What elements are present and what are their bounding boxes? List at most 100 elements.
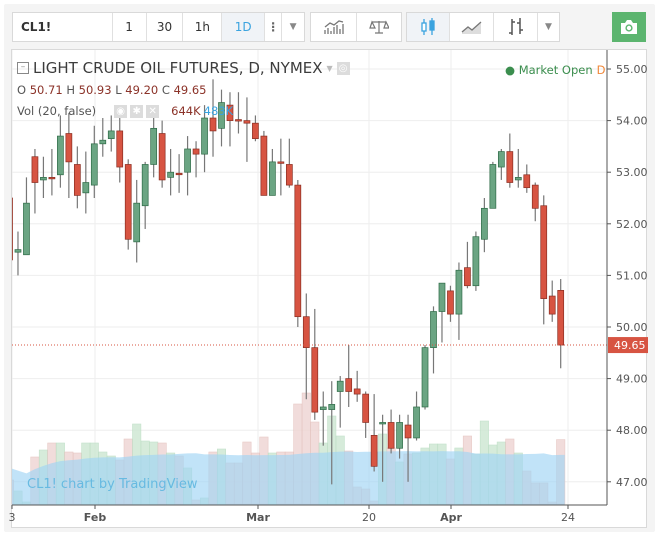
- candle-down: [124, 164, 132, 240]
- candle-up: [481, 207, 488, 240]
- candle-down: [65, 133, 73, 163]
- candle-up: [328, 404, 336, 410]
- interval-30[interactable]: 30: [147, 13, 184, 41]
- volume-ma-value: 483K: [203, 104, 234, 118]
- market-status: ● Market Open D: [505, 63, 606, 77]
- ohlc-readout: O 50.71 H 50.93 L 49.20 C 49.65: [17, 83, 207, 97]
- candle-down: [506, 151, 514, 183]
- candle-down: [531, 184, 539, 209]
- high-label: H: [66, 83, 75, 97]
- more-vertical-icon[interactable]: ⋮: [265, 13, 283, 41]
- candle-down: [447, 290, 454, 315]
- time-tick-label: Apr: [440, 511, 462, 524]
- candle-down: [464, 267, 471, 287]
- chevron-down-icon[interactable]: ▼: [326, 63, 333, 73]
- candle-up: [472, 236, 480, 287]
- candle-up: [40, 177, 47, 181]
- candle-down: [362, 393, 370, 423]
- snapshot-button[interactable]: [612, 12, 646, 42]
- series-title: LIGHT CRUDE OIL FUTURES, D, NYMEX: [33, 59, 323, 77]
- candle-up: [319, 406, 327, 410]
- candle-down: [226, 104, 234, 121]
- candle-up: [497, 151, 505, 168]
- candle-down: [540, 205, 548, 299]
- volume-study-label: Vol (20, false): [17, 104, 97, 118]
- open-label: O: [17, 83, 27, 97]
- area-icon[interactable]: [450, 13, 494, 41]
- candle-down: [116, 130, 124, 168]
- candle-down: [302, 316, 310, 348]
- candle-down: [175, 172, 183, 176]
- candle-up: [396, 422, 403, 449]
- last-price-badge: [608, 337, 648, 354]
- low-label: L: [115, 83, 122, 97]
- candle-up: [269, 161, 276, 196]
- time-tick-label: 3: [9, 511, 16, 524]
- close-icon[interactable]: ✕: [146, 104, 160, 118]
- time-tick-label: Feb: [84, 511, 107, 524]
- close-label: C: [161, 83, 170, 97]
- candle-up: [379, 422, 386, 425]
- interval-1[interactable]: 1: [113, 13, 147, 41]
- price-tick-label: 53.00: [616, 166, 648, 179]
- candles-icon[interactable]: [407, 13, 450, 41]
- market-flag: D: [596, 63, 606, 77]
- chevron-down-icon[interactable]: ▼: [289, 22, 297, 32]
- candle-up: [90, 143, 98, 186]
- candle-up: [150, 127, 158, 165]
- candle-up: [107, 130, 115, 140]
- visibility-icon[interactable]: ◉: [114, 104, 128, 118]
- price-tick-label: 50.00: [616, 321, 648, 334]
- candle-up: [99, 139, 107, 145]
- candle-down: [48, 177, 56, 180]
- candle-down: [12, 197, 13, 261]
- market-status-text: Market Open: [518, 63, 593, 77]
- price-tick-label: 49.00: [616, 373, 648, 386]
- interval-1d[interactable]: 1D: [222, 13, 266, 41]
- chart-type-toolbar: ▼: [406, 12, 560, 42]
- candle-down: [387, 422, 395, 449]
- time-tick-label: 24: [561, 511, 575, 524]
- time-tick-label: Mar: [246, 511, 270, 524]
- candle-down: [73, 164, 81, 196]
- candle-down: [311, 347, 319, 413]
- candle-up: [218, 102, 225, 129]
- candle-up: [489, 164, 497, 209]
- chevron-down-icon[interactable]: ▼: [545, 22, 552, 32]
- candle-up: [14, 249, 22, 253]
- open-value: 50.71: [29, 83, 63, 97]
- gear-icon[interactable]: ✱: [130, 104, 144, 118]
- chart-legend: – LIGHT CRUDE OIL FUTURES, D, NYMEX ▼ ◎: [17, 59, 350, 77]
- candle-down: [353, 388, 361, 395]
- compare-scale-icon[interactable]: [357, 13, 401, 41]
- candle-up: [514, 177, 522, 181]
- candle-down: [209, 117, 217, 132]
- candle-up: [141, 164, 149, 207]
- candle-down: [523, 174, 531, 189]
- time-tick-label: 20: [362, 511, 376, 524]
- indicators-icon[interactable]: [311, 13, 357, 41]
- candle-down: [158, 133, 166, 181]
- interval-1h[interactable]: 1h: [183, 13, 223, 41]
- settings-icon[interactable]: ◎: [336, 61, 350, 75]
- candle-up: [430, 311, 437, 348]
- candle-down: [243, 120, 251, 124]
- collapse-icon[interactable]: –: [17, 62, 29, 74]
- candle-up: [167, 171, 174, 178]
- price-tick-label: 47.00: [616, 476, 648, 489]
- price-tick-label: 54.00: [616, 115, 648, 128]
- candle-up: [82, 182, 90, 194]
- candle-down: [252, 122, 259, 140]
- candle-down: [557, 290, 565, 346]
- price-tick-label: 52.00: [616, 218, 648, 231]
- camera-icon: [621, 20, 637, 34]
- last-price-label: 49.65: [614, 339, 646, 352]
- candle-up: [438, 282, 446, 312]
- low-value: 49.20: [125, 83, 159, 97]
- candle-down: [31, 156, 39, 183]
- candle-down: [548, 295, 556, 315]
- candle-up: [413, 406, 420, 439]
- bars-icon[interactable]: [494, 13, 538, 41]
- symbol-input[interactable]: CL1!: [13, 13, 113, 41]
